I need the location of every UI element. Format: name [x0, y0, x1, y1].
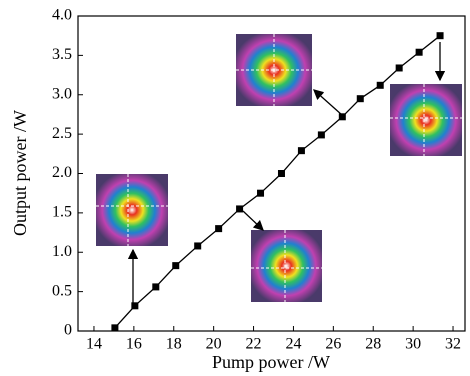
data-point: [236, 205, 243, 212]
x-tick-label: 18: [166, 336, 182, 353]
data-point: [257, 190, 264, 197]
x-tick-label: 20: [206, 336, 222, 353]
y-tick-label: 3.0: [52, 85, 72, 102]
x-tick-label: 26: [325, 336, 341, 353]
data-point: [318, 131, 325, 138]
data-point: [357, 95, 364, 102]
x-tick-label: 30: [405, 336, 421, 353]
x-tick-label: 16: [126, 336, 142, 353]
data-point: [152, 283, 159, 290]
data-point: [278, 170, 285, 177]
data-point: [437, 32, 444, 39]
y-tick-label: 2.0: [52, 164, 72, 181]
data-point: [131, 302, 138, 309]
data-point: [215, 225, 222, 232]
data-point: [194, 242, 201, 249]
y-tick-label: 2.5: [52, 125, 72, 142]
y-tick-label: 1.0: [52, 243, 72, 260]
y-axis-label: Output power /W: [10, 110, 30, 236]
data-point: [396, 64, 403, 71]
x-tick-label: 24: [285, 336, 301, 353]
data-point: [416, 49, 423, 56]
x-axis-label: Pump power /W: [212, 352, 330, 372]
x-tick-label: 14: [86, 336, 102, 353]
y-tick-label: 4.0: [52, 7, 72, 24]
insets: [96, 34, 462, 302]
x-tick-label: 28: [365, 336, 381, 353]
chart: Pump power /W Output power /W 14 16 18 20 22…: [0, 0, 470, 376]
x-tick-label: 22: [246, 336, 262, 353]
y-tick-label: 1.5: [52, 204, 72, 221]
data-point: [339, 113, 346, 120]
y-tick-label: 3.5: [52, 46, 72, 63]
data-point: [111, 324, 118, 331]
data-point: [172, 262, 179, 269]
data-point: [298, 147, 305, 154]
x-tick-label: 32: [445, 336, 461, 353]
data-point: [377, 82, 384, 89]
y-tick-label: 0.5: [52, 282, 72, 299]
y-tick-label: 0: [64, 322, 72, 339]
